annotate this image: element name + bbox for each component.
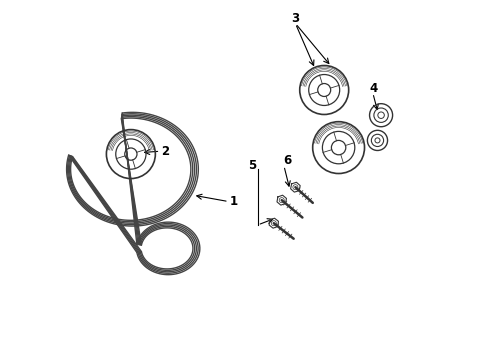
Text: 6: 6 [283, 154, 292, 167]
Text: 1: 1 [229, 195, 238, 208]
Text: 2: 2 [161, 145, 169, 158]
Text: 3: 3 [292, 12, 299, 25]
Text: 4: 4 [370, 82, 378, 95]
Text: 5: 5 [248, 159, 256, 172]
